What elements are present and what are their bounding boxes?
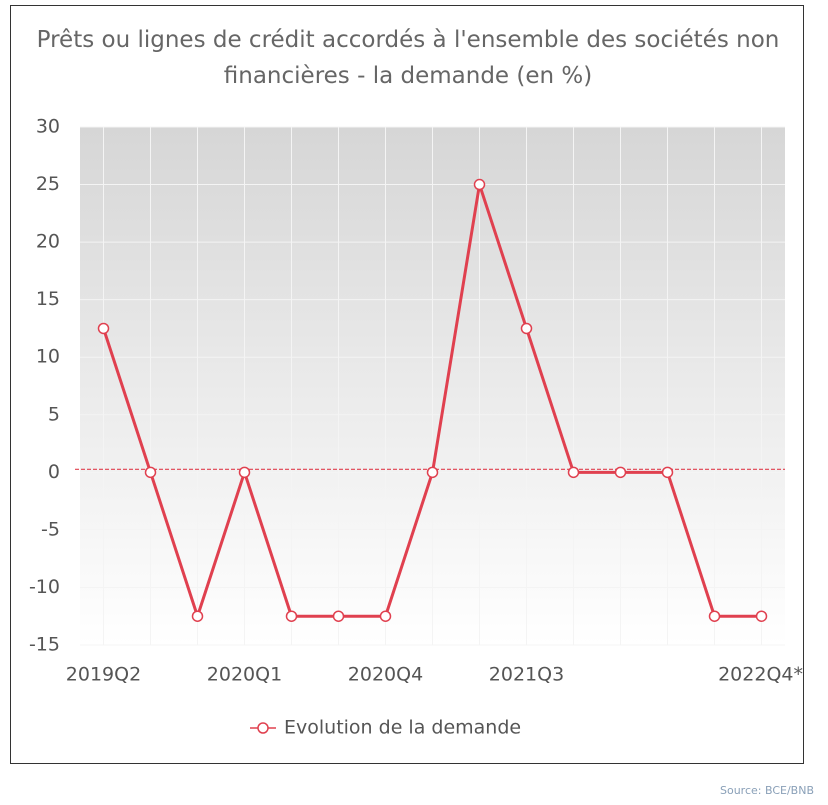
legend-marker [257, 722, 269, 734]
legend-label: Evolution de la demande [284, 717, 521, 739]
data-point [238, 466, 251, 479]
x-tick-label: 2019Q2 [66, 664, 141, 686]
data-point [661, 466, 674, 479]
x-tick-label: 2022Q4* [718, 664, 803, 686]
data-point [191, 610, 204, 622]
y-tick-label: 10 [36, 346, 60, 368]
y-tick-label: 5 [48, 403, 60, 425]
y-tick-label: -10 [29, 576, 60, 598]
source: Source: BCE/BNB [720, 784, 814, 797]
data-point [97, 322, 110, 335]
x-tick-label: 2020Q4 [348, 664, 423, 686]
chart-frame [10, 5, 804, 764]
y-tick-label: -5 [41, 518, 60, 540]
data-point [285, 610, 298, 622]
data-point [379, 610, 392, 622]
data-point [520, 322, 533, 335]
data-point [755, 610, 768, 622]
data-point [426, 466, 439, 479]
chart-title: Prêts ou lignes de crédit accordés à l'e… [36, 27, 780, 89]
x-tick-label: 2020Q1 [207, 664, 282, 686]
data-point [144, 466, 157, 479]
y-tick-label: -15 [29, 634, 60, 656]
y-tick-label: 15 [36, 288, 60, 310]
data-point [614, 466, 627, 479]
y-tick-label: 25 [36, 173, 60, 195]
data-point [332, 610, 345, 622]
data-point [708, 610, 721, 622]
data-point [473, 178, 486, 191]
y-tick-label: 20 [36, 231, 60, 253]
y-tick-label: 0 [48, 461, 60, 483]
x-tick-label: 2021Q3 [489, 664, 564, 686]
y-tick-label: 30 [36, 116, 60, 138]
data-point [567, 466, 580, 479]
